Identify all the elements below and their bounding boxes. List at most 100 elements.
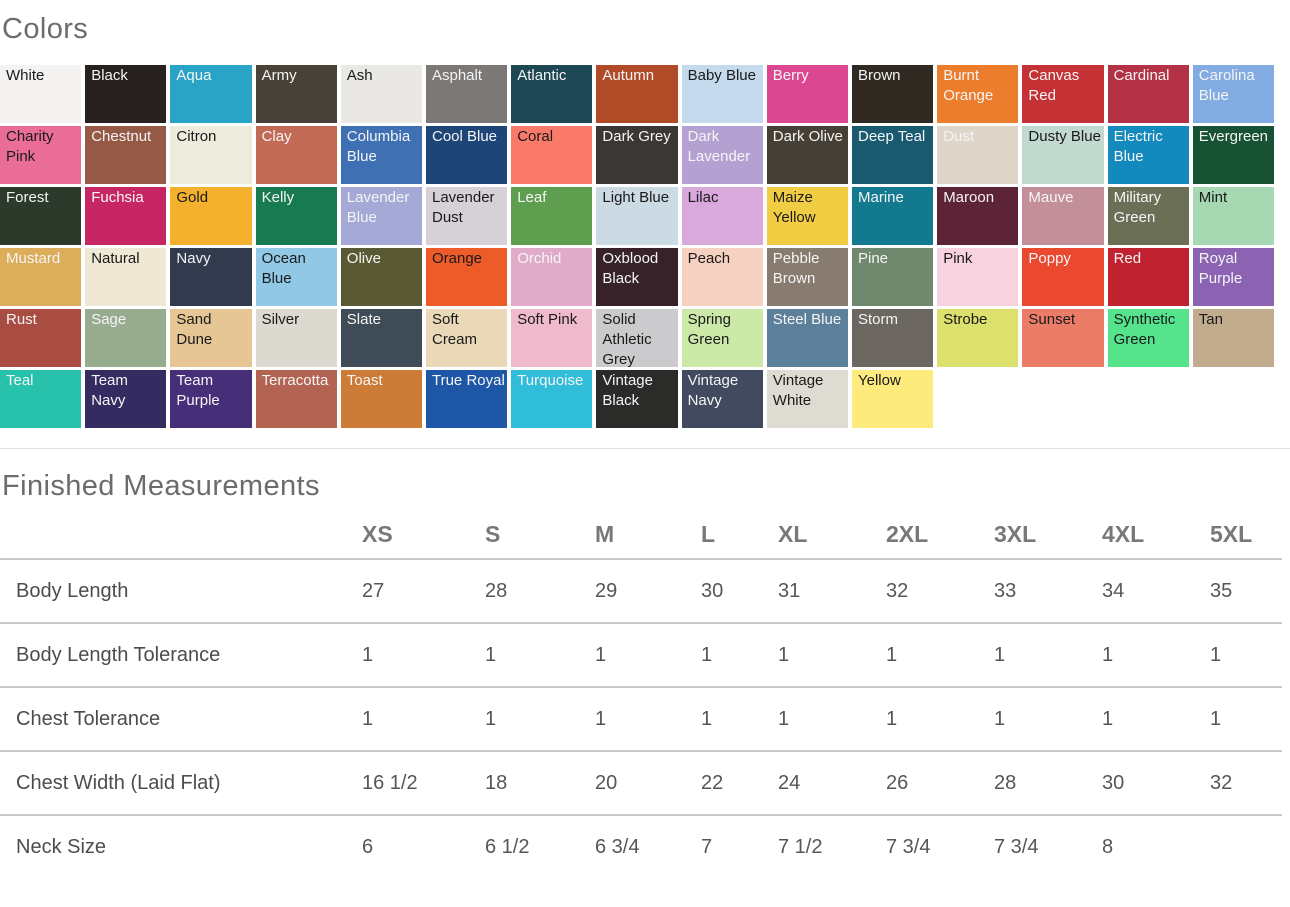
measurements-table: XS S M L XL 2XL 3XL 4XL 5XL Body Length 27 28 29 30 3… bbox=[0, 513, 1282, 879]
color-swatch-label: True Royal bbox=[431, 372, 505, 389]
size-column-header: S bbox=[485, 521, 501, 547]
color-swatch: Yellow bbox=[851, 370, 934, 428]
color-swatch-label: Military Green bbox=[1113, 189, 1162, 226]
measurement-value: 28 bbox=[994, 771, 1017, 794]
color-swatch-label: Dust bbox=[943, 128, 975, 145]
color-swatch: Black bbox=[85, 65, 167, 123]
size-column-header: 5XL bbox=[1210, 521, 1253, 547]
measurement-value: 7 bbox=[701, 836, 713, 858]
color-swatch-label: Royal Purple bbox=[1198, 250, 1243, 287]
color-swatch-label: Toast bbox=[346, 372, 383, 389]
measurement-value: 30 bbox=[701, 579, 724, 602]
color-swatch: Oxblood Black bbox=[596, 248, 678, 306]
color-swatch: Mint bbox=[1192, 187, 1274, 245]
color-swatch-label: Cardinal bbox=[1113, 67, 1170, 84]
color-swatch-label: White bbox=[6, 67, 45, 84]
measurement-value: 1 bbox=[994, 707, 1006, 730]
color-swatch: Sage bbox=[85, 309, 167, 367]
color-swatch: Ocean Blue bbox=[255, 248, 337, 306]
color-swatch-label: Poppy bbox=[1028, 250, 1071, 267]
color-swatch: Asphalt bbox=[425, 65, 508, 123]
color-swatch: Vintage Black bbox=[596, 370, 678, 428]
color-swatch: Carolina Blue bbox=[1192, 65, 1274, 123]
color-swatch: Fuchsia bbox=[85, 187, 167, 245]
color-swatch-label: Baby Blue bbox=[687, 67, 756, 84]
color-swatch: Red bbox=[1107, 248, 1189, 306]
measurement-row: Neck Size 6 6 1/2 6 3/4 7 7 1/2 7 3/4 7 3/4 8 bbox=[0, 815, 1282, 879]
measurement-value bbox=[1210, 815, 1282, 879]
measurement-value: 30 bbox=[1102, 771, 1125, 794]
color-swatch-label: Berry bbox=[772, 67, 809, 84]
color-swatch-label: Asphalt bbox=[431, 67, 483, 84]
color-swatch: Aqua bbox=[170, 65, 252, 123]
colors-section-title: Colors bbox=[2, 13, 89, 45]
color-swatch: Rust bbox=[0, 309, 82, 367]
color-swatch-label: Mauve bbox=[1028, 189, 1074, 206]
color-swatch: Strobe bbox=[937, 309, 1019, 367]
color-swatch: Dark Grey bbox=[596, 126, 678, 184]
color-swatch-label: Clay bbox=[261, 128, 292, 145]
color-swatch-label: Vintage Navy bbox=[687, 372, 739, 409]
color-swatch-label: Pine bbox=[857, 250, 889, 267]
measurement-row-label: Neck Size bbox=[16, 836, 107, 858]
measurement-value: 1 bbox=[595, 707, 607, 730]
measurement-value: 1 bbox=[994, 643, 1006, 666]
color-swatch: Electric Blue bbox=[1107, 126, 1189, 184]
color-swatch: Mustard bbox=[0, 248, 82, 306]
measurement-value: 1 bbox=[1102, 643, 1114, 666]
size-column-header: 4XL bbox=[1102, 521, 1145, 547]
color-swatch-label: Lavender Blue bbox=[346, 189, 410, 226]
color-swatch: Atlantic bbox=[511, 65, 593, 123]
color-swatch-label: Ash bbox=[346, 67, 373, 84]
measurement-value: 1 bbox=[485, 707, 497, 730]
measurement-value: 1 bbox=[595, 643, 607, 666]
measurement-value: 7 3/4 bbox=[994, 836, 1039, 858]
color-swatch-label: Citron bbox=[176, 128, 217, 145]
color-swatch-label: Leaf bbox=[517, 189, 547, 206]
measurement-row-label: Chest Width (Laid Flat) bbox=[16, 771, 221, 794]
color-swatch: Vintage White bbox=[766, 370, 848, 428]
color-swatch: Forest bbox=[0, 187, 82, 245]
color-swatch: Team Purple bbox=[170, 370, 252, 428]
color-swatch: Orchid bbox=[511, 248, 593, 306]
measurement-value: 1 bbox=[1102, 707, 1114, 730]
color-swatch: Teal bbox=[0, 370, 82, 428]
color-swatch-label: Dark Grey bbox=[602, 128, 671, 145]
color-swatch: Baby Blue bbox=[681, 65, 763, 123]
color-swatch-label: Peach bbox=[687, 250, 731, 267]
color-swatch-label: Dark Olive bbox=[772, 128, 843, 145]
color-swatch: Olive bbox=[340, 248, 422, 306]
color-swatch-label: Terracotta bbox=[261, 372, 329, 389]
color-swatch: Evergreen bbox=[1192, 126, 1274, 184]
color-swatch-label: Sunset bbox=[1028, 311, 1076, 328]
color-swatch-label: Soft Pink bbox=[517, 311, 578, 328]
color-swatch-label: Fuchsia bbox=[91, 189, 144, 206]
color-swatch-label: Forest bbox=[6, 189, 49, 206]
color-swatch-label: Electric Blue bbox=[1113, 128, 1163, 165]
color-swatch-label: Turquoise bbox=[517, 372, 584, 389]
measurement-row-label: Chest Tolerance bbox=[16, 707, 161, 730]
measurement-value: 16 1/2 bbox=[362, 771, 418, 794]
color-swatch: Burnt Orange bbox=[937, 65, 1019, 123]
color-swatch-label: Navy bbox=[176, 250, 211, 267]
color-swatch-label: Vintage Black bbox=[602, 372, 653, 409]
measurement-value: 1 bbox=[701, 643, 713, 666]
color-swatch-label: Steel Blue bbox=[772, 311, 842, 328]
measurement-value: 1 bbox=[778, 707, 790, 730]
color-swatch-label: Pebble Brown bbox=[772, 250, 820, 287]
size-column-header: XS bbox=[362, 521, 393, 547]
color-swatch: True Royal bbox=[425, 370, 508, 428]
measurement-value: 34 bbox=[1102, 579, 1125, 602]
color-swatch: Terracotta bbox=[255, 370, 337, 428]
color-swatch: Army bbox=[255, 65, 337, 123]
measurement-value: 1 bbox=[1210, 707, 1222, 730]
measurement-value: 24 bbox=[778, 771, 801, 794]
color-swatch-label: Lilac bbox=[687, 189, 719, 206]
measurement-value: 22 bbox=[701, 771, 724, 794]
color-swatch-label: Olive bbox=[346, 250, 381, 267]
color-swatch-label: Columbia Blue bbox=[346, 128, 411, 165]
color-swatch-label: Rust bbox=[6, 311, 37, 328]
measurement-value: 6 bbox=[362, 836, 374, 858]
color-swatch-label: Autumn bbox=[602, 67, 655, 84]
measurement-value: 35 bbox=[1210, 579, 1233, 602]
